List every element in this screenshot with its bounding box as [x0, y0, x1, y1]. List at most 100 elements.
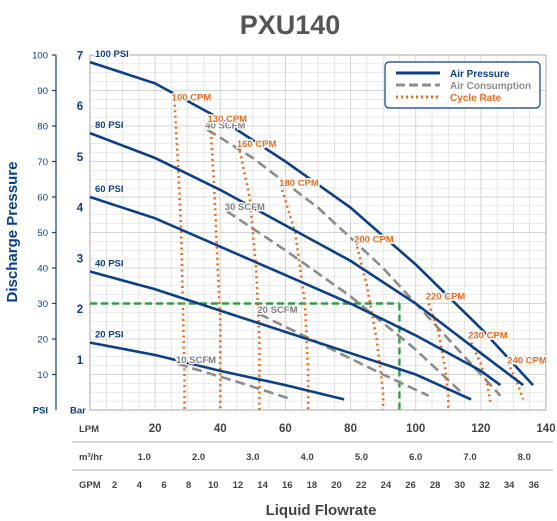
gpm-tick-label: 2: [112, 480, 117, 491]
gpm-tick-label: 16: [282, 480, 293, 491]
m3hr-tick-label: 4.0: [301, 452, 314, 463]
cycle-rate-label-200-cpm: 200 CPM: [354, 235, 394, 246]
gpm-tick-label: 4: [137, 480, 143, 491]
gpm-tick-label: 22: [356, 480, 367, 491]
air-pressure-label-80-psi: 80 PSI: [95, 120, 124, 131]
series-lines: [89, 60, 534, 410]
gpm-tick-label: 32: [479, 480, 490, 491]
bar-tick-label: 6: [77, 101, 83, 113]
m3hr-tick-label: 5.0: [355, 452, 368, 463]
lpm-tick-label: 100: [406, 423, 425, 435]
cycle-rate-line-180-cpm: [280, 189, 310, 410]
chart-legend: Air Pressure Air Consumption Cycle Rate: [384, 61, 541, 109]
air-consumption-line-30-scfm: [226, 210, 463, 394]
gpm-unit-label: GPM: [79, 480, 101, 491]
y-axis-title: Discharge Pressure: [4, 162, 21, 303]
gpm-tick-label: 10: [208, 480, 219, 491]
cycle-rate-label-130-cpm: 130 CPM: [208, 114, 248, 125]
bar-tick-label: 1: [77, 355, 84, 367]
air-pressure-label-20-psi: 20 PSI: [95, 330, 124, 341]
air-pressure-line-20-psi: [89, 341, 345, 401]
cycle-rate-label-220-cpm: 220 CPM: [426, 292, 466, 303]
cycle-rate-label-100-cpm: 100 CPM: [172, 93, 212, 104]
air-consumption-line-40-scfm: [206, 128, 502, 397]
air-consumption-label-20-scfm: 20 SCFM: [257, 305, 297, 316]
legend-label-cycle-rate: Cycle Rate: [450, 93, 502, 104]
lpm-unit-label: LPM: [79, 424, 99, 435]
gpm-tick-label: 30: [455, 480, 466, 491]
m3hr-tick-label: 3.0: [246, 452, 259, 463]
x-axis-title: Liquid Flowrate: [266, 502, 377, 519]
chart-title: PXU140: [240, 10, 341, 40]
cycle-rate-line-200-cpm: [355, 246, 385, 410]
psi-tick-label: 100: [32, 51, 48, 62]
air-consumption-label-10-scfm: 10 SCFM: [176, 355, 216, 366]
psi-tick-label: 80: [37, 122, 48, 133]
psi-tick-label: 60: [37, 193, 48, 204]
air-pressure-line-40-psi: [89, 270, 472, 401]
gpm-tick-label: 28: [430, 480, 441, 491]
air-pressure-label-40-psi: 40 PSI: [95, 259, 124, 270]
gpm-tick-label: 24: [381, 480, 392, 491]
plot-frame: [89, 54, 547, 411]
psi-tick-label: 10: [37, 370, 48, 381]
psi-tick-label: 30: [37, 299, 48, 310]
air-consumption-label-40-scfm: 40 SCFM: [205, 121, 245, 132]
gpm-tick-label: 36: [529, 480, 540, 491]
axes: 102030405060708090100PSI1234567BarDischa…: [4, 51, 556, 520]
legend-label-air-pressure: Air Pressure: [450, 69, 510, 80]
bar-tick-label: 2: [77, 304, 83, 316]
cycle-rate-line-160-cpm: [238, 150, 261, 410]
m3hr-tick-label: 7.0: [463, 452, 476, 463]
lpm-tick-label: 40: [214, 423, 227, 435]
air-pressure-label-100-psi: 100 PSI: [95, 49, 129, 60]
series-labels: 100 PSI 80 PSI 60 PSI 40 PSI 20 PSI 40 SCFM 30…: [94, 48, 549, 368]
gpm-tick-label: 14: [257, 480, 268, 491]
bar-tick-label: 3: [77, 253, 83, 265]
cycle-rate-label-240-cpm: 240 CPM: [507, 355, 547, 366]
gpm-tick-label: 26: [405, 480, 416, 491]
air-pressure-line-80-psi: [89, 131, 524, 387]
air-consumption-line-20-scfm: [258, 312, 430, 397]
lpm-tick-label: 60: [279, 423, 292, 435]
gpm-tick-label: 34: [504, 480, 515, 491]
air-pressure-line-100-psi: [89, 60, 534, 386]
legend-label-air-consumption: Air Consumption: [450, 81, 531, 92]
bar-tick-label: 7: [77, 51, 83, 63]
air-consumption-line-10-scfm: [177, 362, 293, 401]
lpm-tick-label: 20: [149, 423, 162, 435]
cycle-rate-label-180-cpm: 180 CPM: [279, 178, 319, 189]
lpm-tick-label: 80: [344, 423, 357, 435]
psi-tick-label: 90: [37, 86, 48, 97]
psi-tick-label: 40: [37, 264, 48, 275]
bar-unit-label: Bar: [70, 406, 86, 417]
cycle-rate-line-100-cpm: [173, 104, 186, 410]
m3hr-tick-label: 8.0: [518, 452, 531, 463]
air-pressure-label-60-psi: 60 PSI: [95, 184, 124, 195]
gpm-tick-label: 20: [331, 480, 342, 491]
psi-tick-label: 70: [37, 157, 48, 168]
bar-tick-label: 4: [77, 203, 84, 215]
lpm-tick-label: 120: [471, 423, 490, 435]
gpm-tick-label: 8: [186, 480, 191, 491]
m3hr-unit-label: m³/hr: [79, 452, 103, 463]
m3hr-tick-label: 6.0: [409, 452, 422, 463]
air-pressure-line-60-psi: [89, 195, 502, 387]
air-consumption-label-30-scfm: 30 SCFM: [225, 202, 265, 213]
grid-lines: [89, 54, 547, 411]
gpm-tick-label: 18: [307, 480, 318, 491]
lpm-tick-label: 140: [536, 423, 555, 435]
psi-tick-label: 50: [37, 228, 48, 239]
bar-tick-label: 5: [77, 152, 84, 164]
psi-tick-label: 20: [37, 335, 48, 346]
cycle-rate-label-230-cpm: 230 CPM: [468, 331, 508, 342]
gpm-tick-label: 6: [161, 480, 166, 491]
gpm-tick-label: 12: [233, 480, 244, 491]
psi-unit-label: PSI: [33, 406, 48, 417]
m3hr-tick-label: 2.0: [192, 452, 205, 463]
cycle-rate-line-220-cpm: [427, 303, 450, 410]
cycle-rate-label-160-cpm: 160 CPM: [237, 139, 277, 150]
cycle-rate-line-240-cpm: [509, 366, 525, 400]
